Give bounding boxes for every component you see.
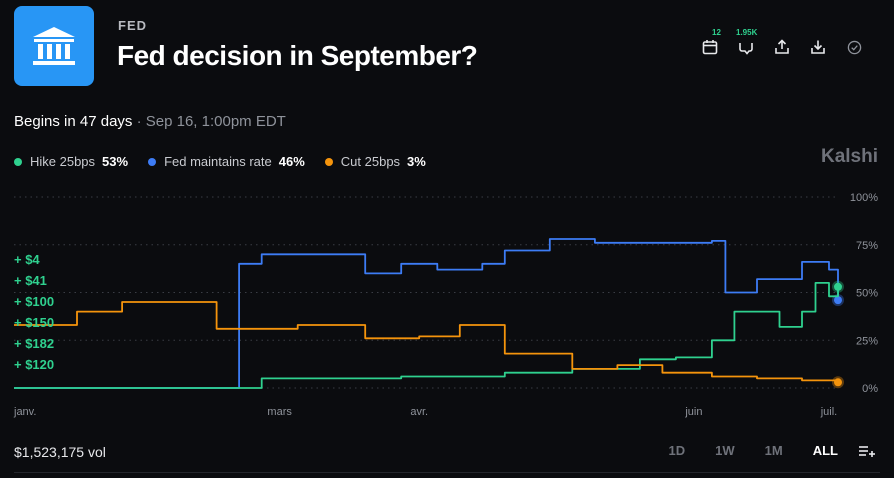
recent-trades: + $4 + $41 + $100 + $150 + $182 + $120	[14, 252, 54, 372]
schedule-separator: ·	[132, 113, 146, 130]
bank-icon	[33, 27, 75, 65]
y-tick-label: 100%	[850, 192, 878, 204]
trade-item: + $4	[14, 252, 40, 267]
download-icon	[811, 40, 825, 54]
chart-legend: Hike 25bps 53% Fed maintains rate 46% Cu…	[14, 154, 446, 169]
chart-options-button[interactable]	[858, 444, 876, 458]
page-title: Fed decision in September?	[117, 40, 478, 71]
download-button[interactable]	[800, 34, 836, 60]
comments-icon	[739, 43, 753, 55]
bank-logo	[14, 6, 94, 86]
price-chart[interactable]: 100% 75% 50% 25% 0% janv. mars avr. juin juil.	[0, 180, 894, 420]
check-circle-icon	[847, 40, 861, 54]
bottom-divider	[14, 472, 880, 473]
header-actions: 12 1.95K	[692, 28, 872, 60]
list-add-icon	[859, 445, 875, 457]
y-tick-label: 50%	[856, 288, 878, 300]
legend-item-maintain[interactable]: Fed maintains rate 46%	[148, 154, 305, 169]
begins-date: Sep 16, 1:00pm EDT	[145, 113, 286, 130]
x-tick-label: avr.	[410, 406, 428, 418]
series-line	[14, 282, 839, 389]
legend-pct: 53%	[102, 154, 129, 169]
trade-item: + $182	[14, 336, 55, 351]
trade-item: + $41	[14, 273, 47, 288]
legend-dot	[14, 157, 22, 166]
legend-pct: 3%	[407, 154, 426, 169]
calendar-count: 12	[712, 28, 721, 37]
share-icon	[775, 39, 789, 54]
y-tick-label: 0%	[862, 383, 878, 395]
x-tick-label: juil.	[820, 406, 838, 418]
y-tick-label: 25%	[856, 335, 878, 347]
series-end-point	[834, 282, 842, 291]
market-schedule: Begins in 47 days · Sep 16, 1:00pm EDT	[14, 113, 286, 130]
range-all[interactable]: ALL	[812, 443, 838, 458]
x-tick-label: mars	[267, 406, 292, 418]
series-line	[14, 301, 839, 383]
trade-item: + $120	[14, 357, 55, 372]
series-line	[14, 238, 839, 389]
range-selector: 1D 1W 1M ALL	[639, 443, 876, 458]
legend-dot	[324, 157, 333, 166]
comments-button[interactable]: 1.95K	[728, 28, 764, 60]
legend-dot	[148, 157, 157, 166]
x-tick-label: janv.	[13, 406, 36, 418]
trade-item: + $100	[14, 294, 55, 309]
legend-item-cut[interactable]: Cut 25bps 3%	[324, 154, 426, 169]
calendar-button[interactable]: 12	[692, 28, 728, 60]
series-end-point	[834, 378, 842, 387]
comments-count: 1.95K	[736, 28, 758, 37]
series-end-point	[834, 296, 842, 305]
share-button[interactable]	[764, 34, 800, 60]
calendar-icon	[702, 40, 718, 55]
legend-item-hike[interactable]: Hike 25bps 53%	[14, 154, 128, 169]
range-1w[interactable]: 1W	[715, 443, 735, 458]
y-tick-label: 75%	[856, 240, 878, 252]
legend-label: Fed maintains rate	[164, 154, 272, 169]
range-1m[interactable]: 1M	[764, 443, 783, 458]
trade-item: + $150	[14, 315, 55, 330]
watch-button[interactable]	[836, 34, 872, 60]
x-tick-label: juin	[684, 406, 702, 418]
legend-pct: 46%	[278, 154, 305, 169]
volume-text: $1,523,175 vol	[14, 444, 106, 460]
range-1d[interactable]: 1D	[668, 443, 686, 458]
begins-text: Begins in 47 days	[14, 113, 133, 130]
kalshi-logo: Kalshi	[820, 146, 878, 167]
market-category[interactable]: FED	[118, 18, 147, 33]
legend-label: Hike 25bps	[30, 154, 96, 169]
legend-label: Cut 25bps	[340, 154, 401, 169]
